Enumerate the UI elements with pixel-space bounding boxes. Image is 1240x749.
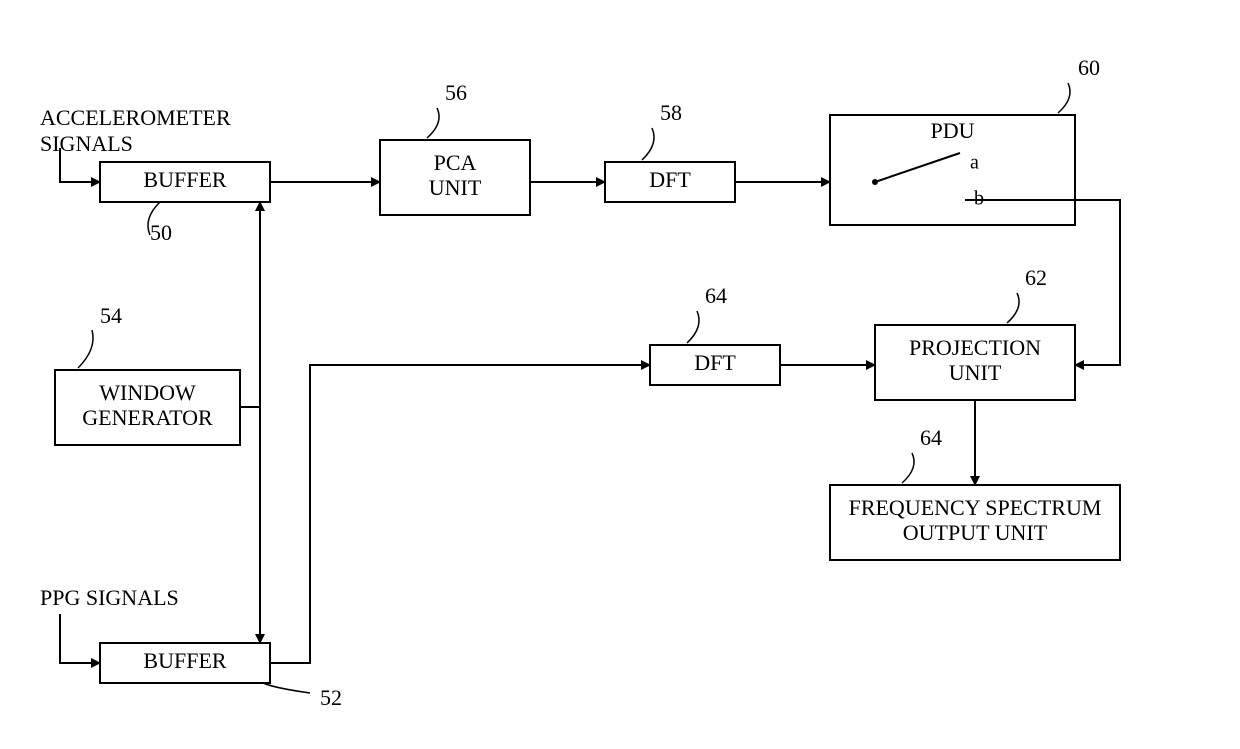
proj-label-0: PROJECTION xyxy=(909,335,1041,360)
pdu-a-label: a xyxy=(970,152,979,174)
pca-leader xyxy=(427,108,439,138)
proj-label-1: UNIT xyxy=(949,360,1002,385)
pdu-leader xyxy=(1058,83,1070,113)
buffer_accel-ref: 50 xyxy=(150,220,172,245)
pdu-b-label: b xyxy=(974,188,984,210)
pca-label-1: UNIT xyxy=(429,175,482,200)
pdu-label: PDU xyxy=(930,118,974,143)
ppg-label: PPG SIGNALS xyxy=(40,585,179,610)
wingen-leader xyxy=(78,330,93,368)
proj-leader xyxy=(1007,293,1019,323)
pdu-block: PDU ab 60 xyxy=(830,55,1100,225)
dft_bot-label-0: DFT xyxy=(694,350,736,375)
fsout-leader xyxy=(902,453,914,483)
accel-label-0: ACCELEROMETER xyxy=(40,105,231,130)
pca-label-0: PCA xyxy=(434,150,477,175)
fsout-label-0: FREQUENCY SPECTRUM xyxy=(849,495,1102,520)
wire-buffer-ppg-to-dft xyxy=(270,365,650,663)
pdu-ref: 60 xyxy=(1078,55,1100,80)
buffer_accel-label-0: BUFFER xyxy=(143,167,226,192)
dft_bot-leader xyxy=(687,311,699,343)
accel-label-1: SIGNALS xyxy=(40,131,133,156)
buffer_ppg-label-0: BUFFER xyxy=(143,648,226,673)
wire-pdu-b-to-proj xyxy=(1075,200,1120,365)
wingen-label-0: WINDOW xyxy=(99,380,196,405)
wire-ppg-to-buffer xyxy=(60,614,100,663)
pca-block: PCAUNIT 56 xyxy=(380,80,530,215)
buffer_ppg-block: BUFFER 52 xyxy=(100,643,342,710)
dft_bot-ref: 64 xyxy=(705,283,727,308)
wingen-block: WINDOWGENERATOR 54 xyxy=(55,303,240,445)
proj-block: PROJECTIONUNIT 62 xyxy=(875,265,1075,400)
wingen-label-1: GENERATOR xyxy=(82,405,213,430)
dft_top-ref: 58 xyxy=(660,100,682,125)
wingen-ref: 54 xyxy=(100,303,122,328)
proj-ref: 62 xyxy=(1025,265,1047,290)
fsout-label-1: OUTPUT UNIT xyxy=(903,520,1048,545)
buffer_ppg-ref: 52 xyxy=(320,685,342,710)
dft_top-block: DFT 58 xyxy=(605,100,735,202)
buffer_accel-block: BUFFER 50 xyxy=(100,162,270,245)
buffer_ppg-leader xyxy=(263,683,310,693)
dft_top-leader xyxy=(642,128,654,160)
dft_top-label-0: DFT xyxy=(649,167,691,192)
pca-ref: 56 xyxy=(445,80,467,105)
dft_bot-block: DFT 64 xyxy=(650,283,780,385)
fsout-ref: 64 xyxy=(920,425,942,450)
